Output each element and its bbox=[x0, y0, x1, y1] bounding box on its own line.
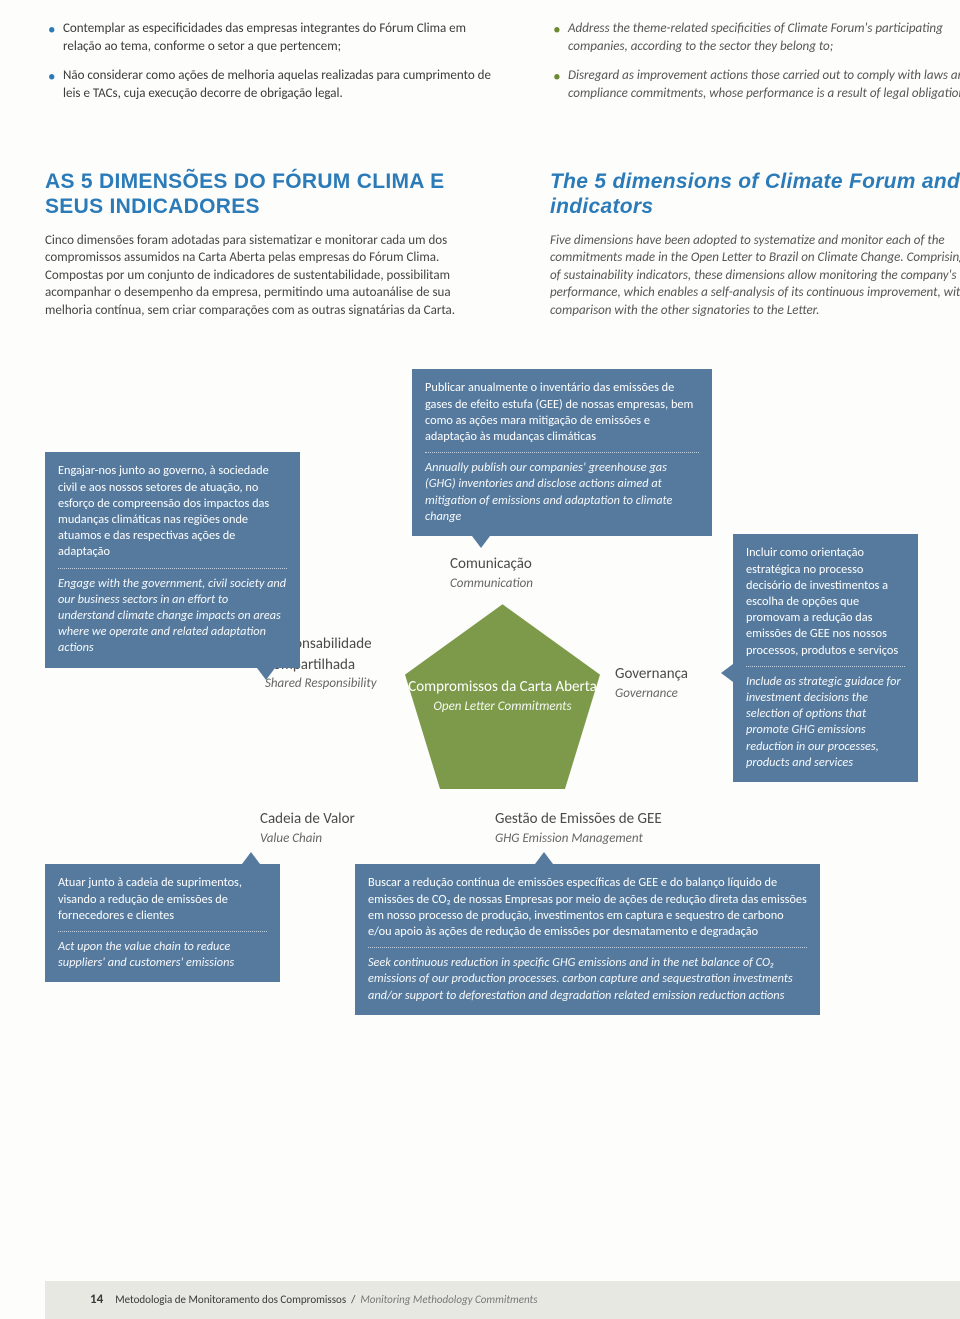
pt-bullet-2: Não considerar como ações de melhoria aq… bbox=[45, 67, 500, 102]
box-publicar: Publicar anualmente o inventário das emi… bbox=[412, 369, 712, 536]
box-atuar-en: Act upon the value chain to reduce suppl… bbox=[58, 939, 267, 971]
vertex-top-label: Comunicação Communication bbox=[450, 554, 533, 592]
paragraph-en: Five dimensions have been adopted to sys… bbox=[550, 232, 960, 320]
vertex-bright-pt: Gestão de Emissões de GEE bbox=[495, 809, 662, 829]
vertex-right-en: Governance bbox=[615, 685, 688, 703]
vertex-bleft-pt: Cadeia de Valor bbox=[260, 809, 355, 829]
pt-bullet-1: Contemplar as especificidades das empres… bbox=[45, 20, 500, 55]
section-5-dimensions: AS 5 DIMENSÕES DO FÓRUM CLIMA E SEUS IND… bbox=[45, 169, 960, 319]
vertex-right-label: Governança Governance bbox=[615, 664, 688, 702]
box-engajar: Engajar-nos junto ao governo, à sociedad… bbox=[45, 452, 300, 667]
heading-en: The 5 dimensions of Climate Forum and it… bbox=[550, 169, 960, 219]
dimensions-en-column: The 5 dimensions of Climate Forum and it… bbox=[550, 169, 960, 319]
vertex-left-en: Shared Responsibility bbox=[265, 675, 400, 693]
footer-sep: / bbox=[351, 1293, 355, 1308]
box-engajar-en: Engage with the government, civil societ… bbox=[58, 576, 287, 657]
heading-pt: AS 5 DIMENSÕES DO FÓRUM CLIMA E SEUS IND… bbox=[45, 169, 500, 219]
footer-text-pt: Metodologia de Monitoramento dos Comprom… bbox=[115, 1293, 346, 1308]
vertex-top-en: Communication bbox=[450, 575, 533, 593]
box-publicar-en: Annually publish our companies' greenhou… bbox=[425, 460, 699, 525]
box-engajar-pt: Engajar-nos junto ao governo, à sociedad… bbox=[58, 463, 287, 568]
top-pt-column: Contemplar as especificidades das empres… bbox=[45, 20, 500, 114]
dimensions-pt-column: AS 5 DIMENSÕES DO FÓRUM CLIMA E SEUS IND… bbox=[45, 169, 500, 319]
top-en-column: Address the theme-related specificities … bbox=[550, 20, 960, 114]
page-number: 14 bbox=[90, 1291, 103, 1309]
pentagon-title: Compromissos da Carta Aberta bbox=[408, 678, 597, 696]
pentagon-subtitle: Open Letter Commitments bbox=[433, 698, 571, 716]
pt-bullet-list: Contemplar as especificidades das empres… bbox=[45, 20, 500, 102]
box-publicar-pt: Publicar anualmente o inventário das emi… bbox=[425, 380, 699, 453]
box-atuar: Atuar junto à cadeia de suprimentos, vis… bbox=[45, 864, 280, 982]
box-incluir-en: Include as strategic guidace for investm… bbox=[746, 674, 905, 771]
vertex-bright-en: GHG Emission Management bbox=[495, 830, 662, 848]
box-buscar-en: Seek continuous reduction in specific GH… bbox=[368, 955, 807, 1004]
box-atuar-pt: Atuar junto à cadeia de suprimentos, vis… bbox=[58, 875, 267, 932]
box-buscar-pt: Buscar a redução contínua de emissões es… bbox=[368, 875, 807, 948]
en-bullet-2: Disregard as improvement actions those c… bbox=[550, 67, 960, 102]
box-incluir-pt: Incluir como orientação estratégica no p… bbox=[746, 545, 905, 667]
en-bullet-list: Address the theme-related specificities … bbox=[550, 20, 960, 102]
pentagon-diagram: Compromissos da Carta Aberta Open Letter… bbox=[45, 404, 960, 1044]
box-buscar: Buscar a redução contínua de emissões es… bbox=[355, 864, 820, 1015]
vertex-bottom-right-label: Gestão de Emissões de GEE GHG Emission M… bbox=[495, 809, 662, 847]
top-bullet-columns: Contemplar as especificidades das empres… bbox=[45, 20, 960, 114]
footer-text-en: Monitoring Methodology Commitments bbox=[360, 1293, 537, 1308]
page-footer: 14 Metodologia de Monitoramento dos Comp… bbox=[45, 1281, 960, 1319]
vertex-bleft-en: Value Chain bbox=[260, 830, 355, 848]
box-incluir: Incluir como orientação estratégica no p… bbox=[733, 534, 918, 782]
vertex-right-pt: Governança bbox=[615, 664, 688, 684]
paragraph-pt: Cinco dimensões foram adotadas para sist… bbox=[45, 232, 500, 320]
vertex-bottom-left-label: Cadeia de Valor Value Chain bbox=[260, 809, 355, 847]
en-bullet-1: Address the theme-related specificities … bbox=[550, 20, 960, 55]
pentagon-shape: Compromissos da Carta Aberta Open Letter… bbox=[405, 604, 600, 789]
vertex-top-pt: Comunicação bbox=[450, 554, 533, 574]
